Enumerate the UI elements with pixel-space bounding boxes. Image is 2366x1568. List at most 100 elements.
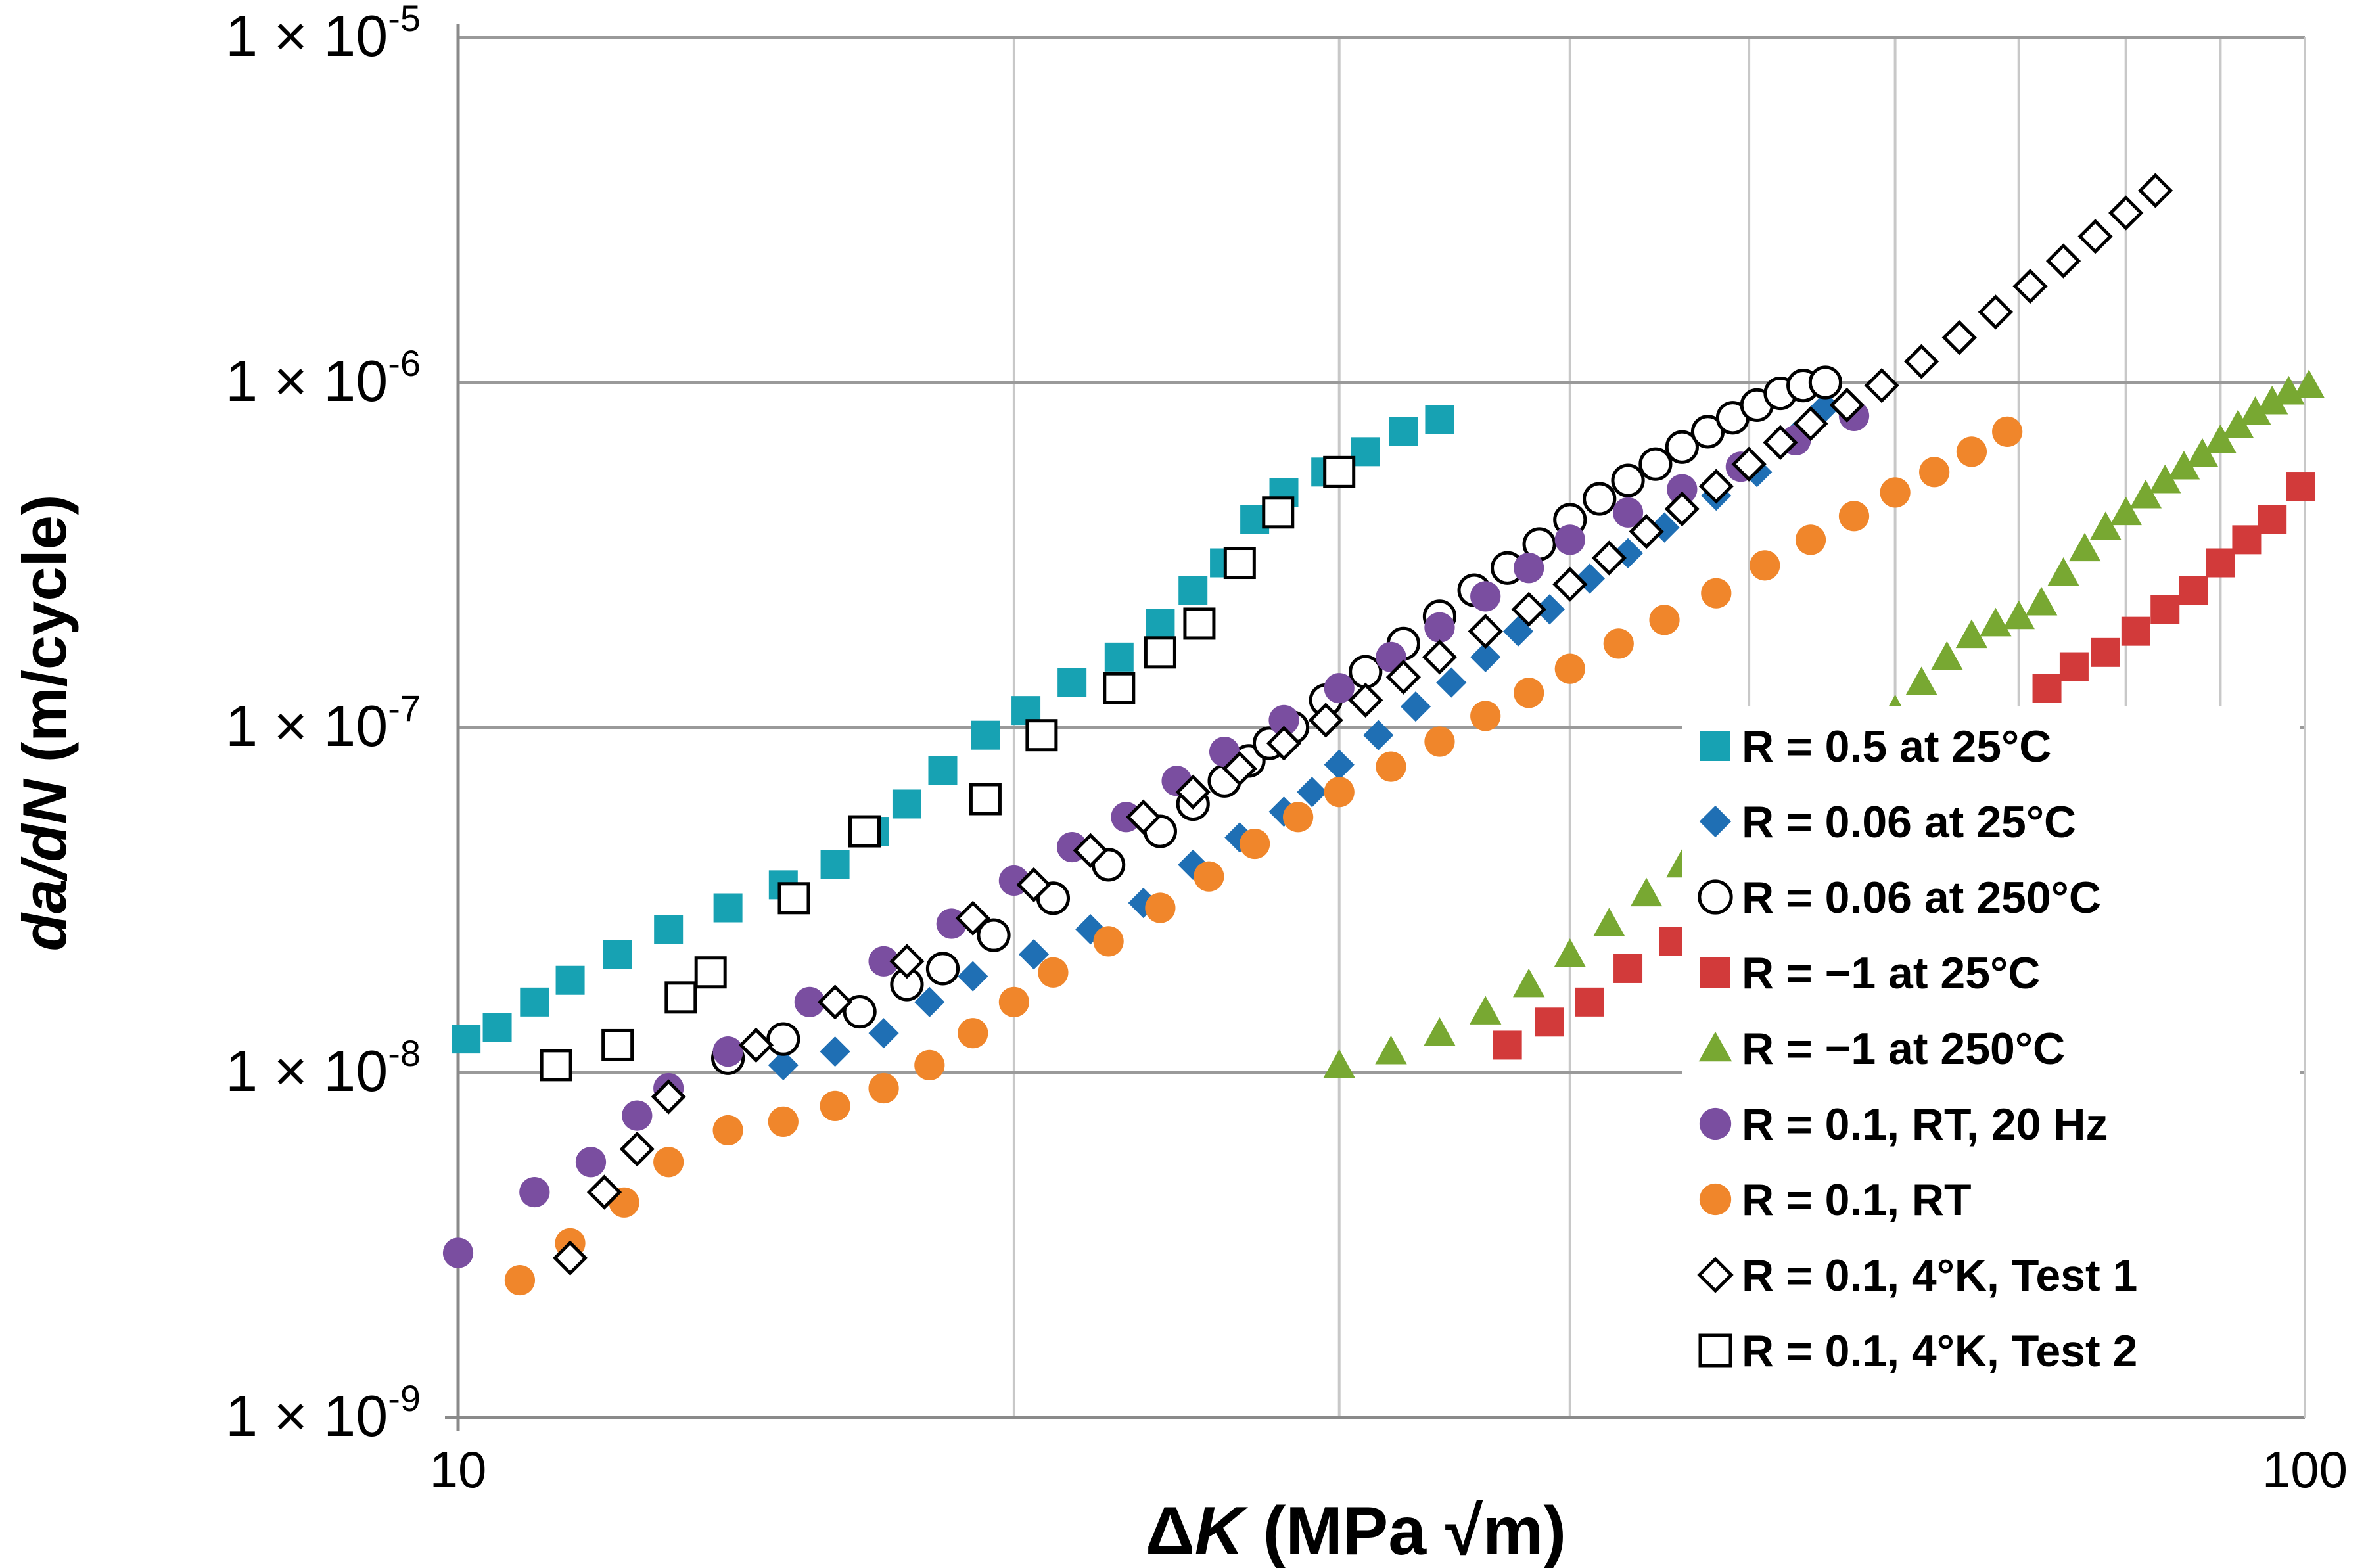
data-point [925,952,960,986]
data-point [1649,605,1680,635]
data-point [1992,416,2023,448]
data-point [1514,553,1544,584]
data-point [1016,867,1052,902]
data-point [768,1106,799,1138]
data-point [969,783,1002,816]
legend-label: R = 0.1, RT, 20 Hz [1742,1099,2108,1149]
data-point [1750,550,1780,581]
data-point [1664,491,1700,527]
y-tick-exponent: -8 [388,1032,421,1074]
data-point [1324,777,1355,808]
series-6 [504,416,2023,1296]
data-point [1348,682,1383,718]
data-point [1591,540,1627,576]
data-point [1436,667,1467,698]
data-point [1810,391,1841,423]
legend-marker [1700,957,1730,988]
data-point [1793,405,1828,442]
axis-labels: ΔK (MPa √m) da/dN (m/cycle) [10,495,1566,1568]
data-point [868,946,899,977]
data-point [1057,668,1087,697]
data-point [1955,619,1988,649]
y-tick-exponent: -5 [388,0,421,39]
data-point [1612,497,1644,528]
data-point [928,756,958,785]
data-point [603,940,632,969]
data-point [1763,425,1798,460]
data-point [2256,385,2288,415]
data-point [2206,548,2235,578]
data-point [820,1090,850,1121]
legend-marker [1700,731,1730,761]
x-tick-label: 100 [2262,1441,2348,1498]
y-tick-label: 1 × 10-5 [225,0,421,68]
data-point [977,918,1011,952]
data-point [1145,892,1176,923]
data-point [1956,436,1987,467]
data-point [1931,641,1963,670]
y-tick-exponent: -6 [388,342,421,384]
data-point [619,1131,655,1167]
data-point [1025,719,1058,752]
data-point [1324,749,1355,780]
data-point [1941,319,1977,356]
axes: 1 × 10-91 × 10-81 × 10-71 × 10-61 × 10-5… [225,0,2348,1498]
data-point [955,900,990,936]
data-point [1144,636,1176,669]
legend-marker [1698,1031,1732,1062]
legend-marker [1698,1333,1732,1368]
data-point [1667,474,1698,505]
series-7 [552,173,2173,1276]
data-point [1919,457,1950,488]
legend-marker [1698,879,1733,915]
data-point [1554,938,1586,967]
data-point [958,961,988,992]
data-point [914,1049,945,1080]
data-point [1603,628,1634,659]
legend-marker [1699,805,1732,838]
y-axis-title-rest: (m/cycle) [10,495,79,780]
data-point [2179,576,2208,605]
data-point [868,1072,899,1104]
data-point [1104,642,1134,672]
data-point [1838,501,1870,532]
data-point [971,720,1000,750]
data-point [1323,1049,1355,1078]
y-tick-base: 1 × 10 [225,1038,388,1103]
data-point [1036,881,1071,915]
y-tick-exponent: -9 [388,1377,421,1419]
data-point [2121,616,2150,646]
y-tick-label: 1 × 10-8 [225,1032,421,1103]
data-point [601,1028,634,1061]
data-point [2258,505,2287,534]
data-point [713,893,743,923]
y-tick-base: 1 × 10 [225,693,388,758]
data-point [1363,720,1394,750]
y-axis-title: da/dN (m/cycle) [10,495,79,952]
data-point [2003,600,2035,630]
data-point [1297,777,1328,808]
data-point [2150,595,2180,624]
data-point [1535,1007,1564,1037]
data-point [2286,472,2315,501]
data-point [914,986,945,1017]
x-axis-title-italic: K [1195,1493,1249,1568]
data-point [622,1100,653,1131]
data-point [694,956,727,989]
data-point [1240,828,1270,860]
data-point [586,1174,622,1210]
data-point [1283,802,1314,833]
data-point [848,815,881,848]
data-point [653,1147,684,1178]
data-point [1470,701,1501,731]
legend-background [1682,706,2300,1416]
data-point [1470,641,1501,672]
legend-label: R = −1 at 250°C [1742,1024,2065,1074]
data-point [1425,405,1454,434]
data-point [2025,586,2058,616]
data-point [1093,926,1124,957]
data-point [2012,269,2048,304]
legend-label: R = 0.1, 4°K, Test 1 [1742,1251,2137,1301]
data-point [868,1018,899,1049]
data-point [1262,496,1295,529]
